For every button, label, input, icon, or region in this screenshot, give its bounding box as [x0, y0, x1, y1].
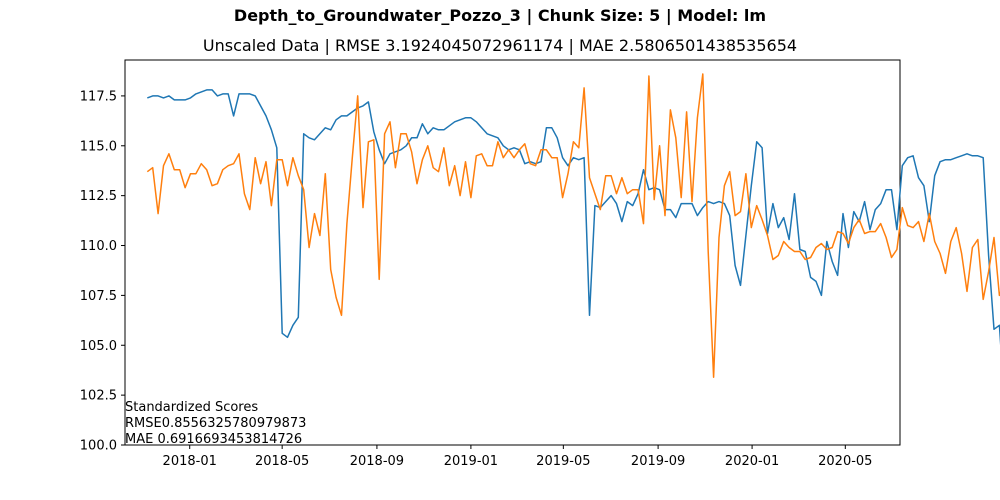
annotation-heading: Standardized Scores	[125, 400, 259, 415]
y-tick-label: 105.0	[80, 339, 117, 354]
y-tick-label: 100.0	[80, 439, 117, 454]
x-tick-label: 2020-05	[818, 454, 872, 469]
x-tick-label: 2018-09	[350, 454, 404, 469]
y-tick-label: 107.5	[80, 289, 117, 304]
plot-area-frame	[124, 59, 901, 446]
y-tick-label: 110.0	[80, 239, 117, 254]
y-tick-label: 102.5	[80, 389, 117, 404]
x-tick-label: 2019-05	[536, 454, 590, 469]
x-tick-label: 2019-09	[631, 454, 685, 469]
series-line-2	[146, 73, 1000, 378]
y-tick-label: 117.5	[80, 89, 117, 104]
x-tick-label: 2018-01	[163, 454, 217, 469]
annotation-mae: MAE 0.6916693453814726	[125, 432, 303, 447]
y-tick-label: 112.5	[80, 189, 117, 204]
series-layer	[146, 73, 1000, 378]
y-axis: 100.0 102.5 105.0 107.5 110.0 112.5 115.0 117.5	[80, 89, 125, 454]
x-axis: 2018-01 2018-05 2018-09 2019-01 2019-05 2019-…	[163, 445, 872, 469]
annotation-rmse: RMSE0.8556325780979873	[125, 416, 307, 431]
y-tick-label: 115.0	[80, 139, 117, 154]
x-tick-label: 2018-05	[255, 454, 309, 469]
chart-subtitle: Unscaled Data | RMSE 3.1924045072961174 …	[202, 36, 798, 55]
x-tick-label: 2020-01	[725, 454, 779, 469]
chart-title: Depth_to_Groundwater_Pozzo_3 | Chunk Siz…	[233, 6, 767, 25]
x-tick-label: 2019-01	[444, 454, 498, 469]
series-line-1	[147, 89, 1000, 346]
